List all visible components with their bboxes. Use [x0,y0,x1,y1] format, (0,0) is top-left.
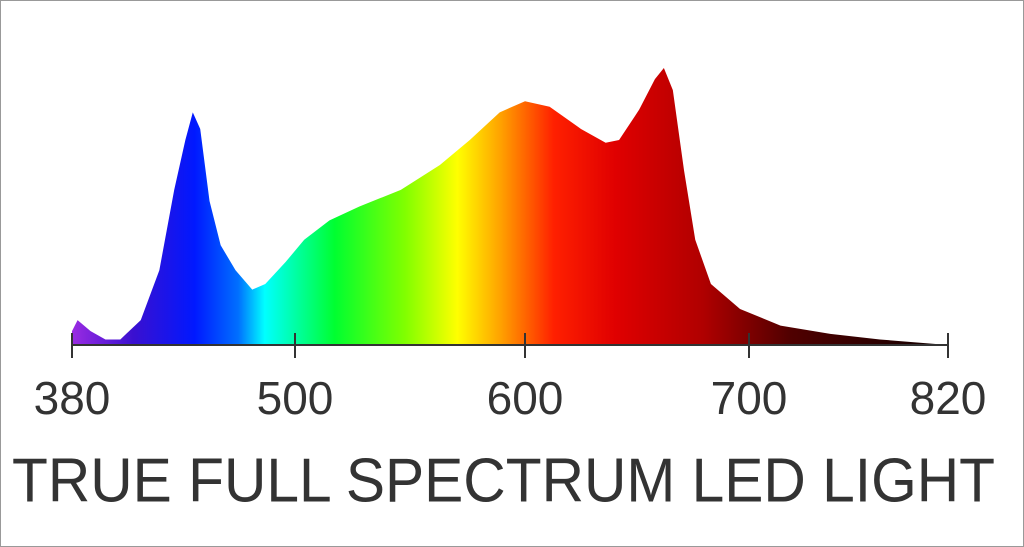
x-tick-label: 600 [487,372,564,424]
x-tick-label: 500 [257,372,334,424]
x-tick-label: 700 [711,372,788,424]
x-tick-label: 820 [910,372,987,424]
spectrum-area [72,68,948,345]
chart-title: TRUE FULL SPECTRUM LED LIGHT [12,446,995,515]
x-tick-label: 380 [34,372,111,424]
